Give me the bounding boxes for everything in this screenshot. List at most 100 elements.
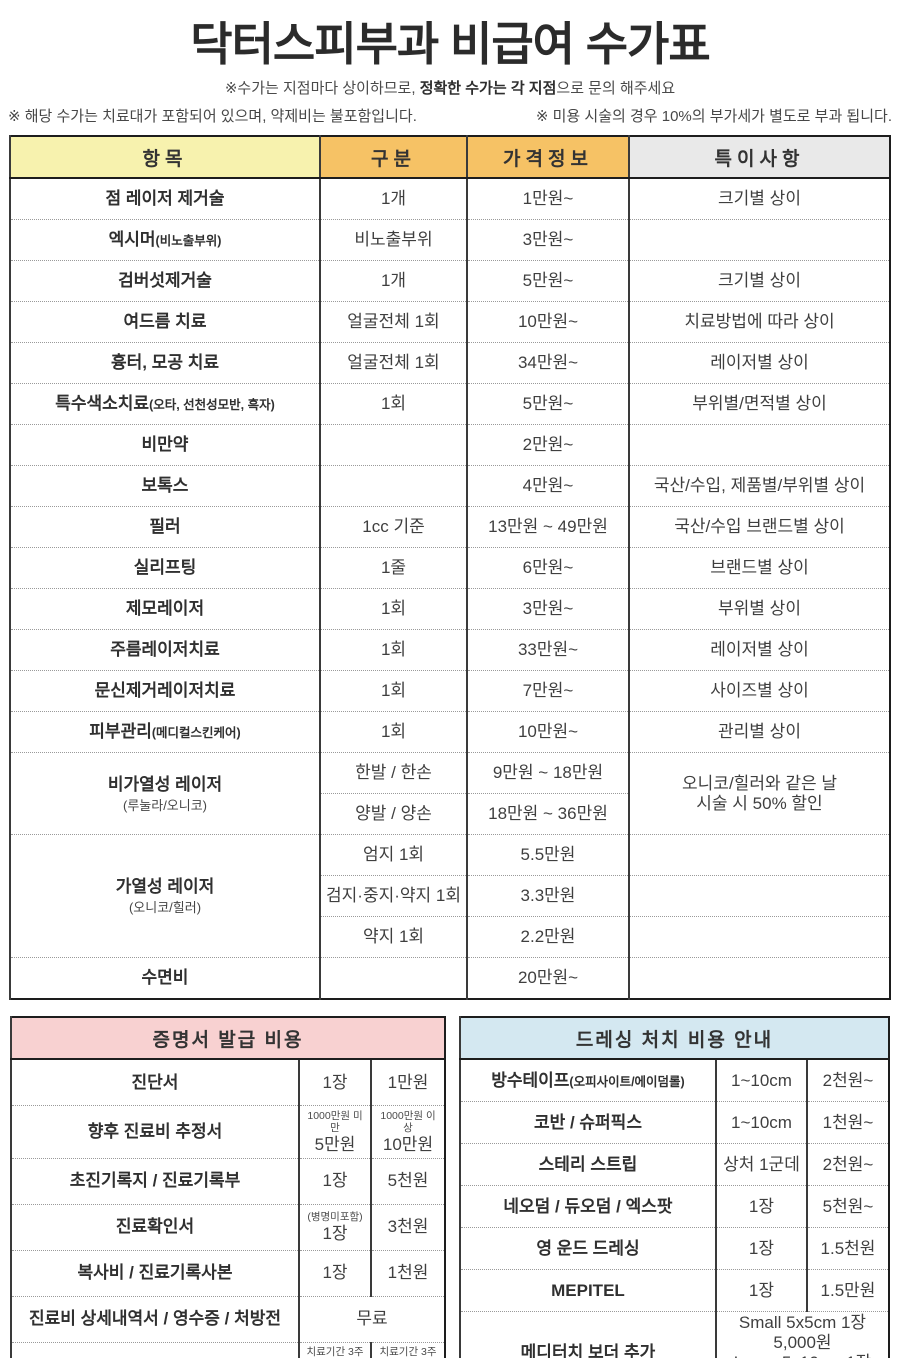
table-row: 흉터, 모공 치료 얼굴전체 1회 34만원~ 레이저별 상이 (9, 342, 890, 384)
cell-value: 1장 (298, 1249, 371, 1297)
cell-value: 9만원 ~ 18만원 (466, 752, 629, 794)
cell-value: 레이저별 상이 (628, 629, 890, 671)
cell-value: 관리별 상이 (628, 711, 890, 753)
col-header-price: 가격정보 (466, 136, 629, 180)
cell-value: 1cc 기준 (319, 506, 467, 548)
cell-value: 부위별 상이 (628, 588, 890, 630)
table-row: 문신제거레이저치료 1회 7만원~ 사이즈별 상이 (9, 670, 890, 712)
row-label: 흉터, 모공 치료 (9, 342, 320, 384)
cell-value: 1개 (319, 177, 467, 220)
dressing-table-title: 드레싱 처치 비용 안내 (458, 1017, 889, 1061)
table-row: 코반 / 슈퍼픽스 1~10cm 1천원~ (458, 1101, 889, 1144)
cell-value: 18만원 ~ 36만원 (466, 793, 629, 835)
cell-value: 검지·중지·약지 1회 (319, 875, 467, 917)
price-table-header: 항목 구분 가격정보 특이사항 (9, 136, 890, 180)
cell-value: 1회 (319, 588, 467, 630)
table-row: 피부관리(메디컬스킨케어) 1회 10만원~ 관리별 상이 (9, 711, 890, 753)
cell-value: 10만원~ (466, 301, 629, 343)
cell-value: 1만원 (370, 1058, 445, 1106)
cell-value (319, 465, 467, 507)
cell-value: 국산/수입, 제품별/부위별 상이 (628, 465, 890, 507)
cell-value (319, 424, 467, 466)
row-label: 초진기록지 / 진료기록부 (10, 1157, 299, 1205)
cell-value: 한발 / 한손 (319, 752, 467, 794)
cell-value: 2.2만원 (466, 916, 629, 958)
row-label: 진료확인서 (10, 1203, 299, 1251)
cell-value: 1~10cm (714, 1058, 807, 1102)
cell-value: 3만원~ (466, 219, 629, 261)
row-label: 여드름 치료 (9, 301, 320, 343)
cell-value: 약지 1회 (319, 916, 467, 958)
cell-value: 13만원 ~ 49만원 (466, 506, 629, 548)
row-label: 점 레이저 제거술 (9, 177, 320, 220)
cell-value: 20만원~ (466, 957, 629, 1000)
table-row: 주름레이저치료 1회 33만원~ 레이저별 상이 (9, 629, 890, 671)
table-row: 검지·중지·약지 1회 3.3만원 (10, 875, 890, 917)
table-row: 복사비 / 진료기록사본 1장 1천원 (10, 1249, 445, 1297)
cell-value: 얼굴전체 1회 (319, 301, 467, 343)
cell-value: 2만원~ (466, 424, 629, 466)
cell-value: 치료기간 3주이상15만원 (370, 1341, 445, 1358)
cell-value: 1회 (319, 670, 467, 712)
table-row: 스테리 스트립 상처 1군데 2천원~ (458, 1143, 889, 1186)
subtitle-text-tail: 으로 문의 해주세요 (556, 80, 676, 98)
cell-value: 레이저별 상이 (628, 342, 890, 384)
cell-value: 1회 (319, 629, 467, 671)
table-row: 가열성 레이저 (오니코/힐러) 엄지 1회 5.5만원 (9, 834, 890, 958)
cell-value: 5천원 (370, 1157, 445, 1205)
row-label: 주름레이저치료 (9, 629, 320, 671)
row-label: 가열성 레이저 (오니코/힐러) (9, 834, 320, 958)
cell-value (628, 916, 890, 958)
subtitle-text: ※수가는 지점마다 상이하므로, (224, 80, 420, 98)
table-row: 수면비 20만원~ (9, 957, 890, 1000)
header-row: 항목 구분 가격정보 특이사항 (9, 136, 890, 180)
row-label: 네오덤 / 듀오덤 / 엑스팟 (458, 1185, 716, 1228)
page-title: 닥터스피부과 비급여 수가표 (190, 18, 710, 70)
note-right: ※ 미용 시술의 경우 10%의 부가세가 별도로 부과 됩니다. (535, 108, 892, 126)
cell-value: 1회 (319, 383, 467, 425)
cell-value: 3만원~ (466, 588, 629, 630)
cell-value: 7만원~ (466, 670, 629, 712)
cell-value: 상처 1군데 (714, 1143, 807, 1186)
price-table: 항목 구분 가격정보 특이사항 점 레이저 제거술 1개 1만원~ 크기별 상이 엑시머… (9, 135, 891, 1001)
table-row: 실리프팅 1줄 6만원~ 브랜드별 상이 (9, 547, 890, 589)
cell-value: 10만원~ (466, 711, 629, 753)
cell-value: 엄지 1회 (319, 834, 467, 876)
dressing-fee-table: 드레싱 처치 비용 안내 방수테이프(오피사이트/에이덤롤) 1~10cm 2천원~… (458, 1016, 890, 1358)
subtitle: ※수가는 지점마다 상이하므로, 정확한 수가는 각 지점으로 문의 해주세요 (0, 77, 900, 98)
row-label: 코반 / 슈퍼픽스 (458, 1101, 716, 1144)
cell-value (628, 424, 890, 466)
cell-value: 얼굴전체 1회 (319, 342, 467, 384)
table-row: MEPITEL 1장 1.5만원 (458, 1269, 889, 1312)
cell-value: 5만원~ (466, 383, 629, 425)
cell-value (319, 957, 467, 1000)
cell-value: 4만원~ (466, 465, 629, 507)
cell-value: 브랜드별 상이 (628, 547, 890, 589)
cell-value (628, 875, 890, 917)
row-label: 필러 (9, 506, 320, 548)
cell-value: 2천원~ (805, 1143, 889, 1186)
table-row: 비가열성 레이저 (루눌라/오니코) 한발 / 한손 9만원 ~ 18만원 오니코/힐러… (9, 752, 890, 835)
cell-value: 비노출부위 (319, 219, 467, 261)
cell-value: 국산/수입 브랜드별 상이 (628, 506, 890, 548)
table-row: 진단서 1장 1만원 (10, 1058, 445, 1106)
cell-value: 1천원 (370, 1249, 445, 1297)
cell-value: 5천원~ (805, 1185, 889, 1228)
header-row: 드레싱 처치 비용 안내 (458, 1017, 889, 1061)
subtitle-bold-text: 정확한 수가는 각 지점 (419, 80, 557, 98)
row-label: 메디터치 보더 추가 (458, 1311, 716, 1358)
cell-value (628, 957, 890, 1000)
dressing-table-body: 방수테이프(오피사이트/에이덤롤) 1~10cm 2천원~ 코반 / 슈퍼픽스 1~10… (458, 1058, 889, 1358)
cell-value: 1.5천원 (805, 1227, 889, 1270)
cell-value (628, 219, 890, 261)
col-header-note: 특이사항 (628, 136, 890, 180)
cell-value: 1회 (319, 711, 467, 753)
cell-value: 1~10cm (714, 1101, 807, 1144)
table-row: 영 운드 드레싱 1장 1.5천원 (458, 1227, 889, 1270)
cell-value (628, 834, 890, 876)
cell-value: 3천원 (370, 1203, 445, 1251)
row-label: 비가열성 레이저 (루눌라/오니코) (9, 752, 320, 835)
table-row: 비만약 2만원~ (9, 424, 890, 466)
row-label: 진료비 상세내역서 / 영수증 / 처방전 (10, 1295, 299, 1343)
row-label: MEPITEL (458, 1269, 716, 1312)
